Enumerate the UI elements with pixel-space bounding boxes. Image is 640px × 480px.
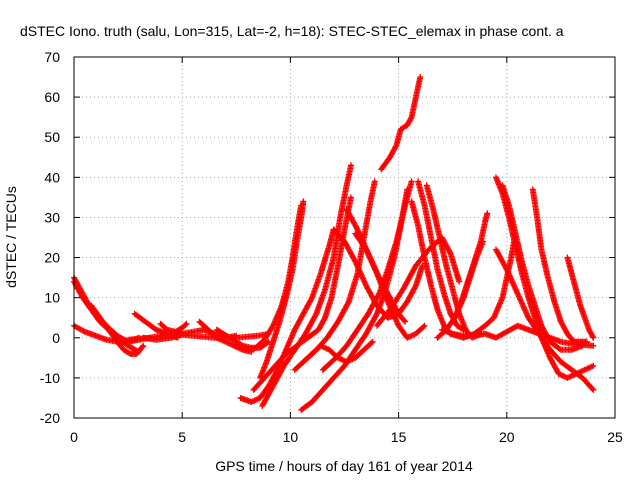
plot-frame	[73, 56, 616, 419]
data-point-marker	[590, 342, 597, 349]
data-point-marker	[371, 178, 378, 185]
series-35	[564, 254, 597, 341]
data-point-marker	[369, 338, 376, 345]
series-32	[499, 182, 586, 353]
data-point-marker	[401, 317, 408, 324]
series-23	[378, 74, 424, 173]
data-point-marker	[407, 115, 414, 122]
axis-ticks: -20 -10 0 10 20 30 40 50 60 70 0 5 10 15 20 25	[40, 49, 623, 445]
series-18	[319, 178, 415, 373]
series-34	[529, 186, 590, 345]
data-point-marker	[264, 339, 271, 346]
y-tick-label: 60	[44, 89, 60, 105]
data-point-marker	[375, 291, 382, 298]
x-tick-label: 10	[283, 429, 299, 445]
series-12	[237, 226, 337, 405]
series-6	[157, 320, 190, 335]
data-point-marker	[402, 318, 409, 325]
series-21	[352, 230, 428, 341]
data-point-marker	[420, 323, 427, 330]
y-tick-label: -10	[40, 370, 60, 386]
data-point-marker	[589, 385, 596, 392]
data-point-marker	[412, 283, 419, 290]
series-7	[125, 330, 272, 343]
x-axis-label: GPS time / hours of day 161 of year 2014	[215, 458, 473, 474]
data-point-marker	[373, 312, 380, 319]
data-point-marker	[456, 278, 463, 285]
data-point-marker	[312, 312, 319, 319]
data-point-marker	[140, 342, 147, 349]
data-point-marker	[417, 74, 424, 81]
data-point-marker	[590, 386, 597, 393]
data-point-marker	[589, 333, 596, 340]
y-axis-label: dSTEC / TECUs	[3, 186, 19, 288]
data-point-marker	[347, 162, 354, 169]
data-point-marker	[300, 198, 307, 205]
data-point-marker	[183, 320, 190, 327]
x-tick-label: 0	[70, 429, 78, 445]
data-point-marker	[556, 345, 563, 352]
series-19	[330, 226, 426, 321]
x-tick-label: 20	[499, 429, 515, 445]
data-point-marker	[408, 178, 415, 185]
data-point-marker	[590, 334, 597, 341]
series-15	[291, 338, 376, 373]
y-tick-label: 10	[44, 290, 60, 306]
series-33	[492, 246, 597, 393]
chart-title: dSTEC Iono. truth (salu, Lon=315, Lat=-2…	[20, 23, 564, 39]
series-13	[250, 194, 354, 393]
data-point-marker	[590, 362, 597, 369]
data-point-marker	[347, 194, 354, 201]
data-point-marker	[484, 210, 491, 217]
y-tick-label: 30	[44, 209, 60, 225]
y-tick-label: -20	[40, 410, 60, 426]
y-tick-label: 20	[44, 250, 60, 266]
y-tick-label: 0	[52, 330, 60, 346]
data-point-marker	[421, 322, 428, 329]
data-point-marker	[368, 339, 375, 346]
y-tick-label: 40	[44, 169, 60, 185]
x-tick-label: 25	[607, 429, 623, 445]
y-tick-label: 70	[44, 49, 60, 65]
data-point-marker	[392, 143, 399, 150]
x-tick-label: 5	[178, 429, 186, 445]
data-point-marker	[583, 338, 590, 345]
data-point-marker	[345, 300, 352, 307]
y-tick-label: 50	[44, 129, 60, 145]
series-0	[71, 274, 142, 345]
data-point-marker	[321, 316, 328, 323]
series-3	[88, 302, 147, 357]
data-point-marker	[139, 343, 146, 350]
data-point-marker	[308, 296, 315, 303]
data-point-marker	[182, 321, 189, 328]
data-point-marker	[446, 249, 453, 256]
series-14	[259, 162, 354, 409]
series-layer	[71, 74, 597, 413]
series-28	[451, 210, 491, 321]
x-tick-label: 15	[391, 429, 407, 445]
